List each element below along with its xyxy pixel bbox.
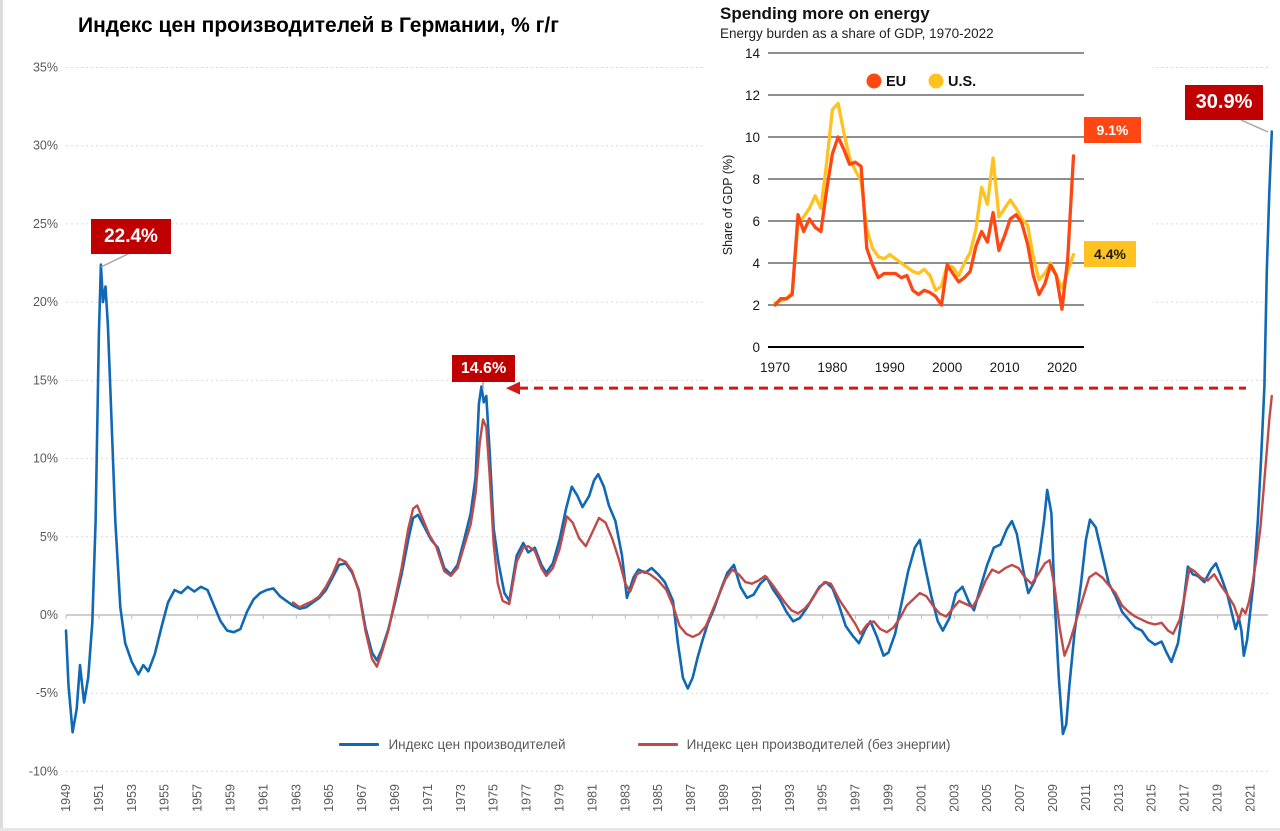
x-tick-label: 1981 [585,784,599,812]
y-tick-label: 30% [33,139,58,153]
x-tick-label: 2009 [1046,784,1060,812]
inset-legend-label: U.S. [948,74,976,90]
x-tick-label: 1977 [520,784,534,812]
y-tick-label: 25% [33,217,58,231]
y-tick-label: -5% [36,686,58,700]
x-tick-label: 1949 [59,784,73,812]
eu-legend-dot-icon [866,73,882,89]
window-bottom-edge [0,828,1280,831]
inset-x-tick-label: 2020 [1047,360,1077,375]
inset-chart-panel: 0 2 4 6 8 10 12 14 1970 1980 1990 2000 2010 2020 Share… [706,0,1152,382]
callout-2022-peak: 30.9% [1185,85,1263,120]
x-tick-label: 1985 [651,784,665,812]
y-tick-label: 15% [33,373,58,387]
inset-y-tick-label: 4 [752,256,760,271]
legend-label-ppi-ex-energy: Индекс цен производителей (без энергии) [686,737,951,752]
inset-x-tick-label: 1990 [875,360,905,375]
x-tick-label: 1991 [750,784,764,812]
x-tick-label: 1973 [454,784,468,812]
legend-item-ppi: Индекс цен производителей [339,737,566,752]
x-tick-label: 1969 [388,784,402,812]
inset-y-tick-label: 12 [745,88,760,103]
inset-y-tick-label: 10 [745,130,760,145]
inset-chart: 0 2 4 6 8 10 12 14 1970 1980 1990 2000 2010 2020 Share… [721,46,1141,375]
y-tick-label: 0% [40,608,58,622]
inset-y-tick-label: 14 [745,46,761,61]
main-chart-legend: Индекс цен производителей Индекс цен про… [40,737,1250,752]
legend-label-ppi: Индекс цен производителей [388,737,566,752]
inset-y-tick-label: 2 [752,298,760,313]
legend-item-ppi-ex-energy: Индекс цен производителей (без энергии) [637,737,951,752]
inset-chart-title: Spending more on energy [720,4,930,23]
us-legend-dot-icon [928,73,944,89]
inset-end-value-label: 9.1% [1097,122,1129,138]
x-tick-label: 2001 [914,784,928,812]
y-tick-label: 35% [33,60,58,74]
y-tick-label: 5% [40,530,58,544]
x-tick-label: 1965 [322,784,336,812]
inset-legend-label: EU [886,74,906,90]
x-tick-label: 1955 [158,784,172,812]
main-chart-title: Индекс цен производителей в Германии, % … [78,14,559,37]
x-tick-label: 1961 [256,784,270,812]
inset-end-value-label: 4.4% [1094,246,1126,262]
x-tick-label: 2017 [1178,784,1192,812]
inset-series-eu-line [773,135,1076,311]
x-tick-label: 1995 [816,784,830,812]
callout-1951-peak: 22.4% [91,219,171,254]
x-tick-label: 1987 [684,784,698,812]
y-tick-label: 10% [33,452,58,466]
x-tick-label: 1989 [717,784,731,812]
inset-series-us-line [773,101,1076,305]
x-tick-label: 1951 [92,784,106,812]
x-tick-label: 2003 [947,784,961,812]
inset-y-axis-title: Share of GDP (%) [721,155,735,256]
x-tick-label: 1983 [618,784,632,812]
x-tick-label: 1959 [224,784,238,812]
x-tick-label: 1971 [421,784,435,812]
inset-y-tick-label: 6 [752,214,760,229]
x-tick-label: 2021 [1243,784,1257,812]
inset-x-tick-label: 1970 [760,360,790,375]
x-tick-label: 1993 [783,784,797,812]
inset-x-tick-label: 1980 [817,360,847,375]
series-ppi-line [64,130,1274,736]
x-tick-label: 2011 [1079,784,1093,811]
inset-x-tick-label: 2000 [932,360,962,375]
x-tick-label: 2015 [1145,784,1159,812]
x-tick-label: 1963 [289,784,303,812]
x-tick-label: 1953 [125,784,139,812]
x-tick-label: 1975 [487,784,501,812]
legend-swatch-ppi [339,743,380,746]
y-tick-label: 20% [33,295,58,309]
legend-swatch-ppi-ex-energy [637,743,678,746]
inset-chart-subtitle: Energy burden as a share of GDP, 1970-20… [720,26,994,41]
callout-1974-peak: 14.6% [452,355,515,382]
x-tick-label: 1957 [191,784,205,812]
x-tick-label: 2005 [980,784,994,812]
inset-x-tick-label: 2010 [990,360,1020,375]
inset-y-tick-label: 8 [752,172,760,187]
x-tick-label: 1997 [849,784,863,812]
x-tick-label: 1979 [553,784,567,812]
x-tick-label: 1967 [355,784,369,812]
y-tick-label: -10% [29,764,58,778]
window-left-edge [0,0,3,831]
inset-y-tick-label: 0 [752,340,760,355]
x-tick-label: 2007 [1013,784,1027,812]
series-ppi-ex-energy-line [291,394,1273,668]
x-tick-label: 1999 [882,784,896,812]
x-tick-label: 2019 [1211,784,1225,812]
x-tick-label: 2013 [1112,784,1126,812]
